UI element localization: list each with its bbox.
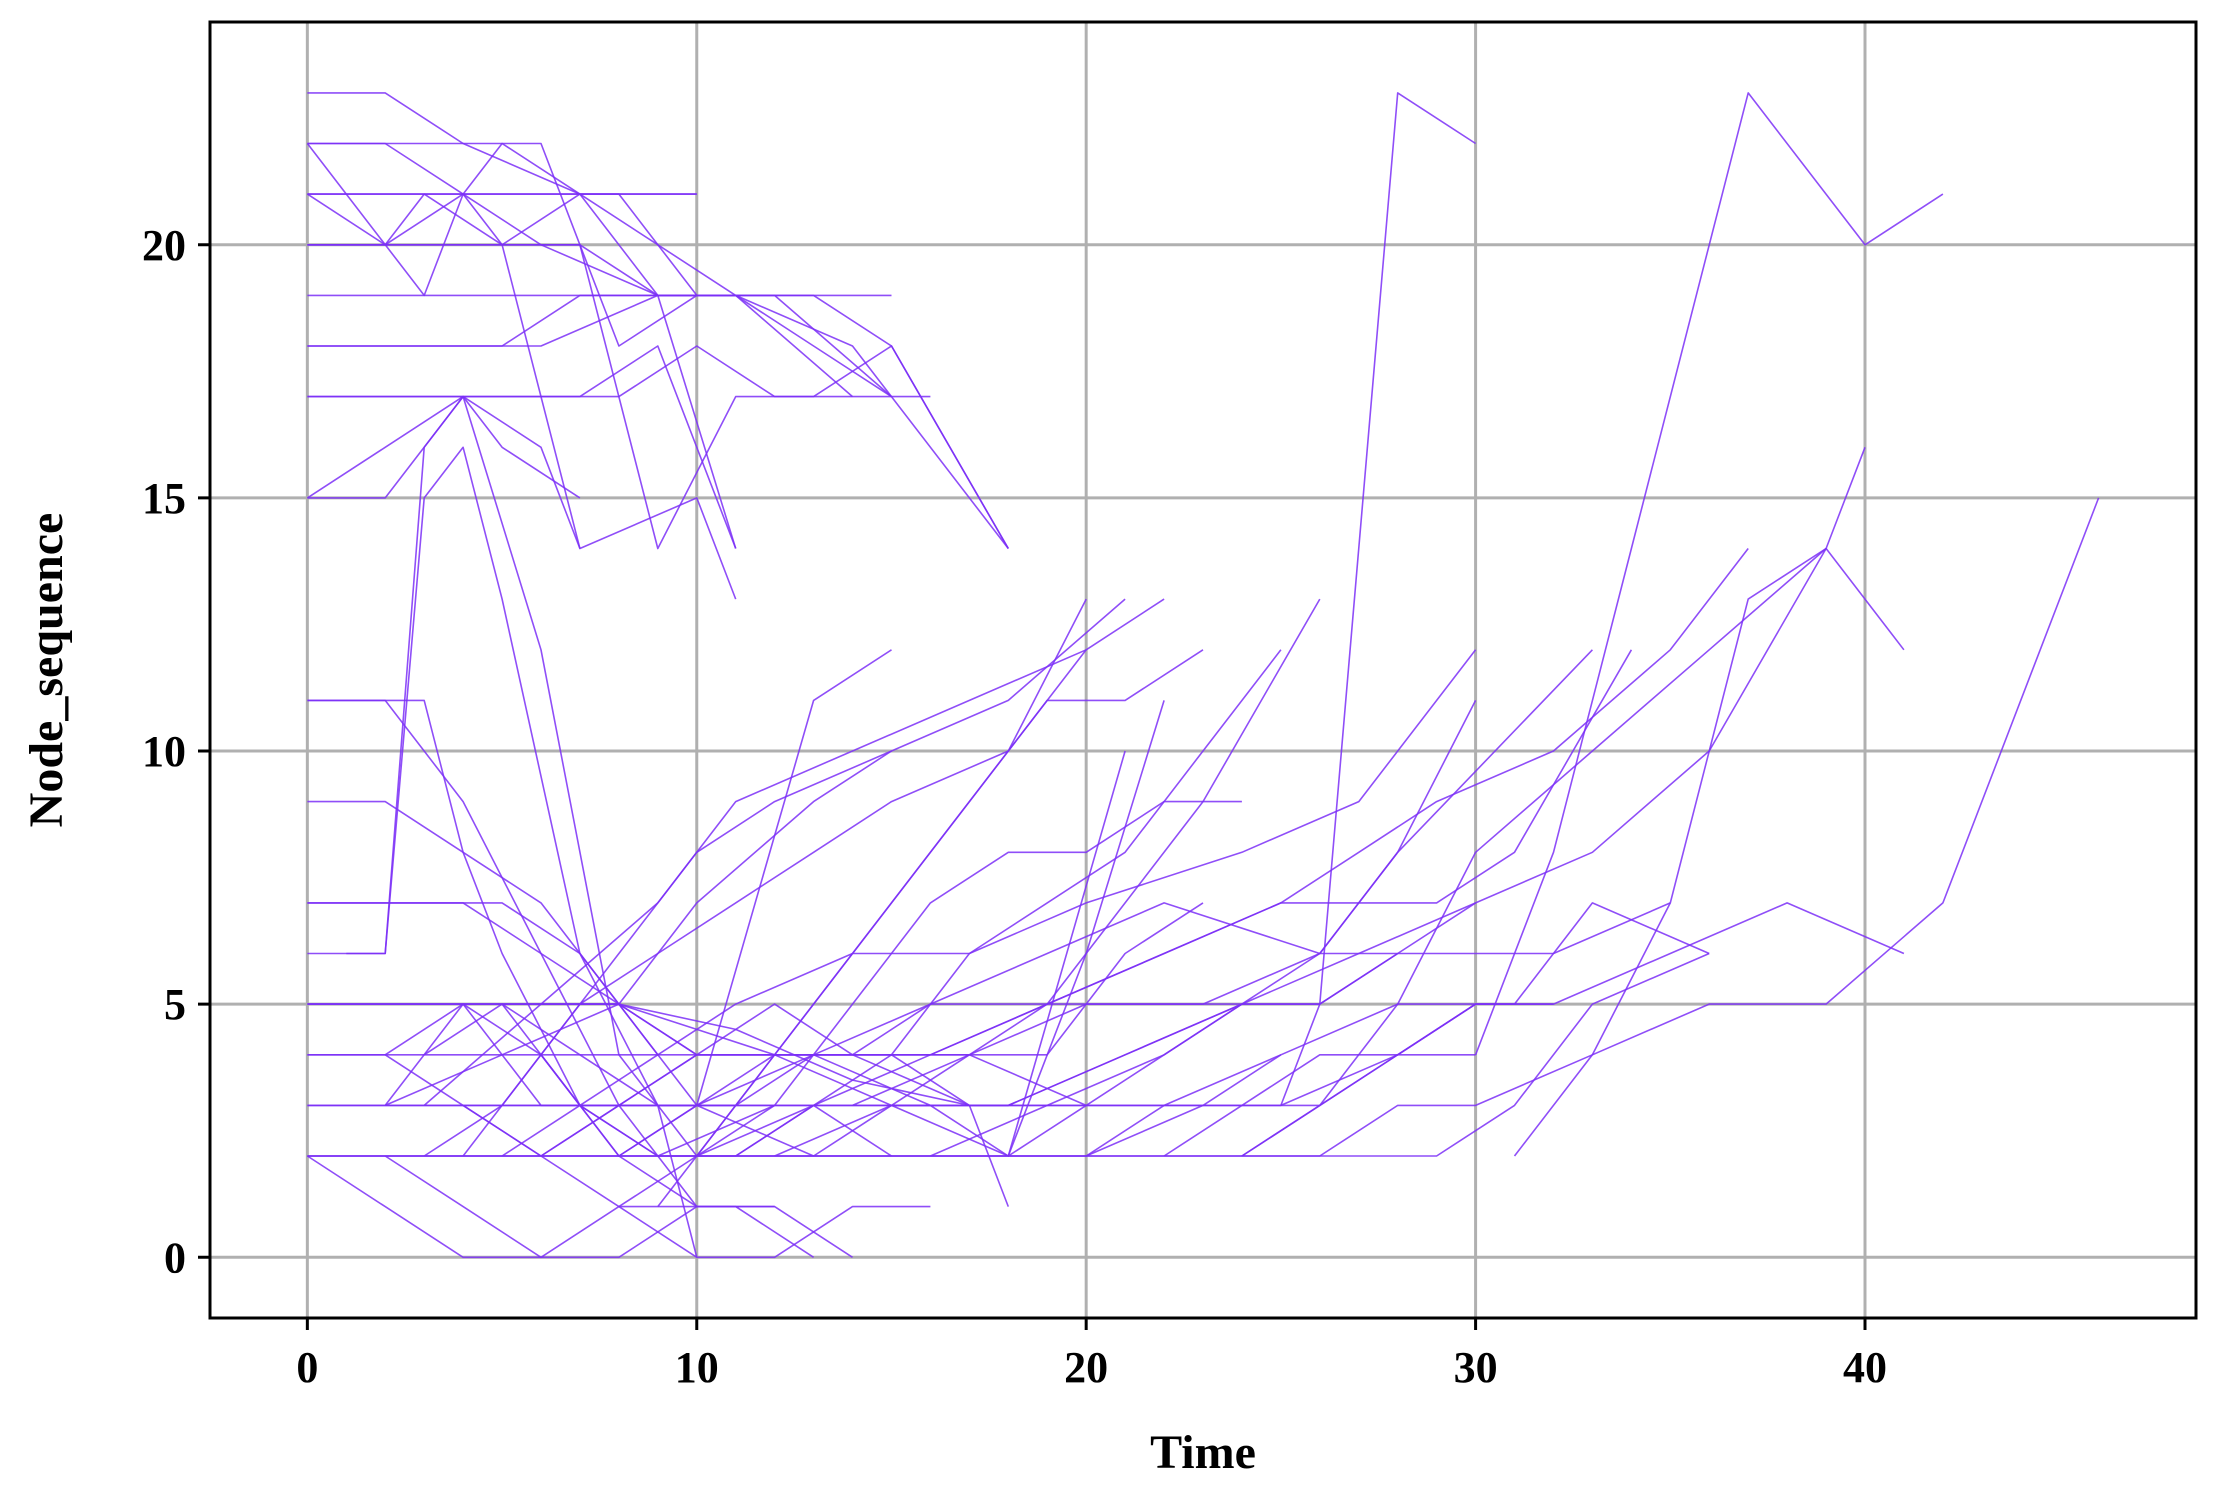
x-tick-label: 10 (675, 1343, 719, 1392)
series-line (384, 1003, 970, 1157)
series-lines (306, 92, 2100, 1259)
series-line (501, 1003, 892, 1157)
series-line (306, 143, 737, 600)
x-tick-label: 40 (1843, 1343, 1887, 1392)
y-tick-label: 10 (142, 727, 186, 776)
series-line (423, 1003, 1010, 1207)
series-line (307, 446, 698, 1258)
series-line (307, 294, 892, 398)
x-axis-label: Time (1150, 1426, 1256, 1479)
y-tick-label: 0 (164, 1233, 186, 1282)
series-line (423, 598, 1165, 1107)
series-line (1280, 92, 1477, 1106)
series-line (1474, 92, 1944, 1056)
series-line (307, 142, 1009, 549)
x-tick-label: 20 (1064, 1343, 1108, 1392)
series-line (307, 345, 931, 398)
series-line (307, 193, 697, 246)
x-tick-label: 0 (296, 1343, 318, 1392)
y-tick-label: 5 (164, 980, 186, 1029)
series-line (307, 92, 1009, 549)
y-tick-label: 20 (142, 221, 186, 270)
series-line (1241, 547, 1905, 1157)
y-axis-label: Node_sequence (20, 513, 73, 828)
series-line (657, 649, 1204, 1208)
series-line (735, 649, 1282, 1157)
axis-ticks: 0 10 20 30 40 0 5 10 15 20 (142, 221, 1887, 1392)
x-tick-label: 30 (1454, 1343, 1498, 1392)
series-line (384, 1155, 931, 1259)
series-line (306, 193, 1009, 550)
series-line (1513, 547, 1827, 1157)
y-tick-label: 15 (142, 474, 186, 523)
series-line (696, 902, 1204, 1056)
series-line (696, 800, 1242, 1157)
series-line (1163, 902, 1905, 1157)
plot-frame (208, 20, 2198, 1320)
